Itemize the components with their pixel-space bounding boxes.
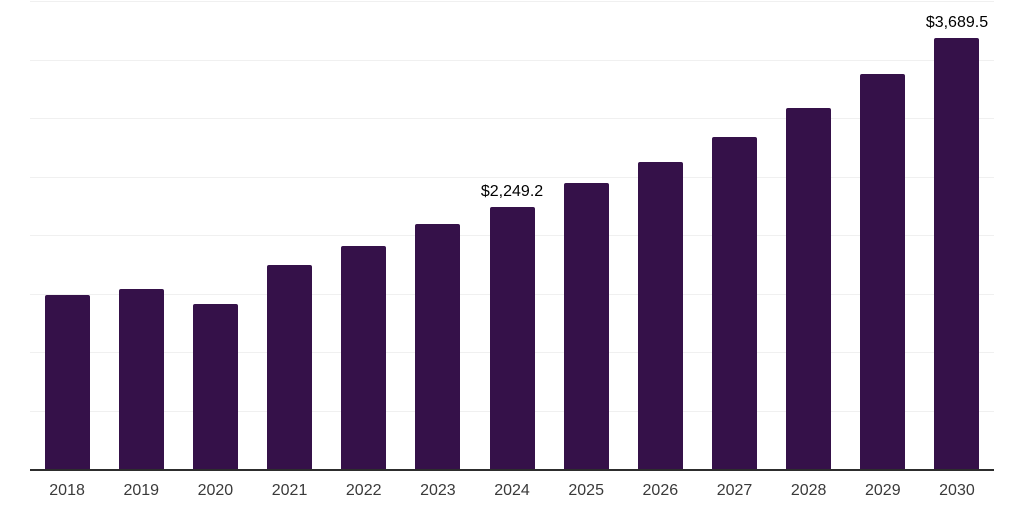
x-tick-2018: 2018 (49, 482, 85, 499)
bar-slot-2028 (772, 2, 846, 470)
x-tick-2029: 2029 (865, 482, 901, 499)
bar-2024[interactable] (489, 206, 535, 470)
data-label-2030: $3,689.5 (925, 14, 989, 32)
x-tick-2021: 2021 (271, 482, 308, 499)
x-tick-2027: 2027 (716, 482, 753, 499)
data-label-2024: $2,249.2 (480, 182, 544, 200)
bar-2018[interactable] (44, 295, 90, 470)
x-tick-2028: 2028 (790, 482, 827, 499)
bar-slot-2030: $3,689.5 (920, 2, 994, 470)
bar-slot-2018 (30, 2, 104, 470)
bar-slot-2022 (327, 2, 401, 470)
x-tick-2024: 2024 (494, 482, 530, 499)
x-tick-2025: 2025 (568, 482, 604, 499)
gridline-3000 (30, 118, 994, 119)
gridline-2500 (30, 176, 994, 178)
x-axis-tick-labels: 2018 2019 2020 2021 2022 2023 2024 2025 2026 2027… (30, 482, 994, 500)
bar-2026[interactable] (637, 162, 683, 470)
bar-slot-2023 (401, 2, 475, 470)
gridline-4000 (30, 1, 994, 2)
bar-slot-2024: $2,249.2 (475, 2, 549, 470)
x-tick-2026: 2026 (642, 482, 679, 499)
bar-slot-2029 (846, 2, 920, 470)
plot-area: $2,249.2 $3,689.5 (30, 1, 994, 470)
x-tick-2023: 2023 (420, 482, 456, 499)
x-tick-2030: 2030 (939, 482, 975, 499)
gridline-3500 (30, 59, 994, 61)
x-tick-2020: 2020 (197, 482, 234, 499)
bar-2023[interactable] (415, 224, 461, 470)
bar-2028[interactable] (786, 107, 832, 470)
bar-2027[interactable] (711, 136, 757, 470)
bar-slot-2026 (623, 2, 697, 470)
bars-row: $2,249.2 $3,689.5 (30, 2, 994, 470)
bar-slot-2025 (549, 2, 623, 470)
bar-2022[interactable] (341, 245, 387, 470)
bar-2019[interactable] (118, 288, 164, 470)
bar-slot-2020 (178, 2, 252, 470)
bar-2029[interactable] (860, 73, 906, 470)
bar-2030[interactable] (934, 38, 980, 470)
x-axis-line (30, 469, 994, 471)
bar-2025[interactable] (563, 183, 609, 470)
bar-2020[interactable] (192, 303, 238, 470)
x-tick-2019: 2019 (123, 482, 160, 499)
bar-slot-2019 (104, 2, 178, 470)
x-tick-2022: 2022 (345, 482, 382, 499)
bar-2021[interactable] (267, 265, 313, 470)
bar-slot-2027 (697, 2, 771, 470)
bar-slot-2021 (252, 2, 326, 470)
